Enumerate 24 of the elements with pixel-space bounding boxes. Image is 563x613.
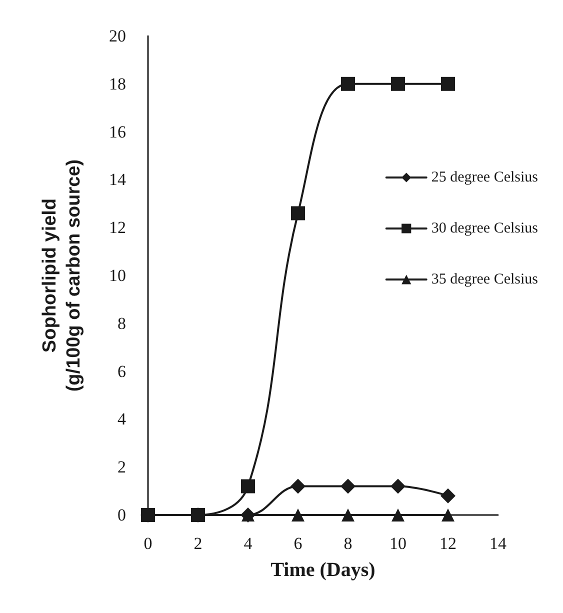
y-tick-label: 18 [109, 74, 126, 94]
x-tick-label: 10 [390, 534, 406, 553]
x-axis-title: Time (Days) [270, 559, 376, 581]
x-tick-label: 6 [294, 534, 302, 553]
legend-label: 35 degree Celsius [431, 272, 538, 288]
legend-label: 30 degree Celsius [431, 220, 538, 236]
y-tick-label: 16 [109, 122, 126, 142]
y-tick-label: 2 [118, 458, 126, 477]
x-tick-label: 0 [144, 534, 152, 553]
y-axis-title: Sophorlipid yield (g/100g of carbon source) [40, 159, 84, 392]
x-tick-label: 4 [244, 534, 253, 553]
y-tick-label: 6 [118, 362, 126, 381]
x-tick-label: 8 [344, 534, 352, 553]
x-tick-label: 12 [440, 534, 456, 553]
y-tick-label: 0 [118, 506, 126, 524]
y-tick-label: 4 [118, 410, 126, 429]
y-tick-label: 14 [109, 170, 126, 190]
y-tick-label: 8 [118, 314, 126, 333]
y-tick-label: 10 [109, 266, 126, 285]
y-tick-label: 20 [109, 26, 126, 46]
y-tick-label: 12 [109, 218, 126, 238]
x-tick-label: 14 [490, 534, 507, 553]
legend-label: 25 degree Celsius [431, 170, 538, 186]
x-tick-label: 2 [194, 534, 202, 553]
